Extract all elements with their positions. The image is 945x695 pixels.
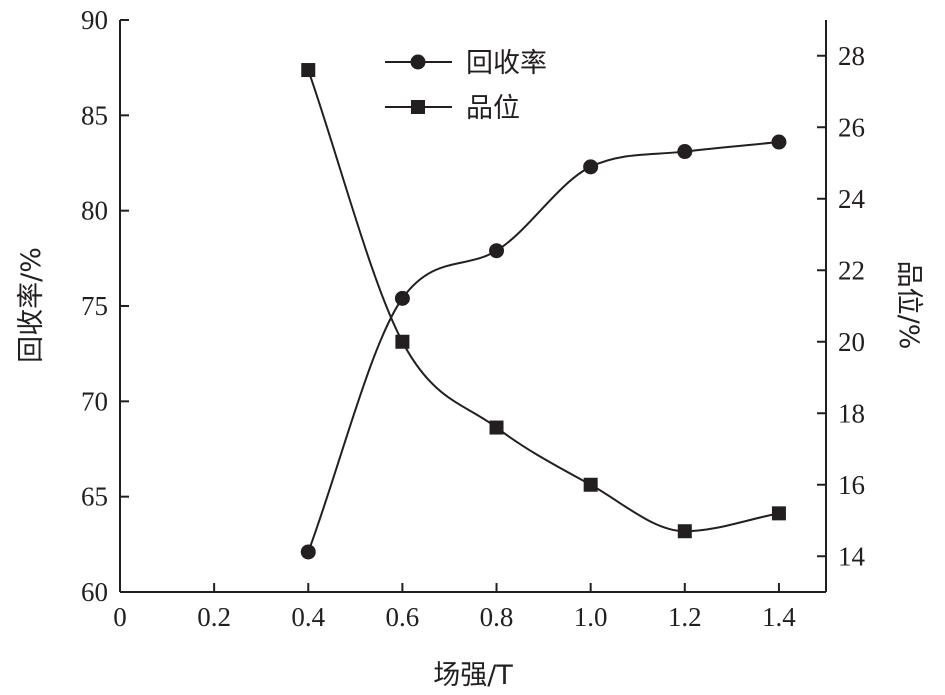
series-line [307, 69, 780, 533]
left-y-tick-label: 80 [81, 196, 108, 226]
legend-entry: 回收率 [385, 48, 547, 79]
x-tick-label: 0.6 [386, 602, 420, 632]
legend-marker [411, 100, 425, 114]
series-line [307, 141, 780, 553]
right-y-tick-label: 14 [838, 541, 866, 571]
square-marker [771, 506, 786, 521]
right-y-axis-title: 品位/% [893, 261, 924, 350]
right-y-tick-label: 24 [838, 184, 866, 214]
x-tick-label: 0.2 [197, 602, 231, 632]
x-tick-label: 0 [113, 602, 127, 632]
circle-marker [300, 544, 316, 560]
legend-label: 品位 [466, 93, 520, 124]
left-y-tick-label: 60 [81, 577, 108, 607]
right-y-tick-label: 20 [838, 327, 865, 357]
left-y-tick-label: 65 [81, 482, 108, 512]
circle-marker [677, 144, 693, 160]
square-marker [583, 477, 598, 492]
legend-entry: 品位 [385, 93, 520, 124]
left-y-tick-label: 90 [81, 5, 108, 35]
x-tick-label: 0.4 [291, 602, 325, 632]
right-y-tick-label: 28 [838, 41, 865, 71]
left-y-axis-title: 回收率/% [16, 247, 47, 363]
legend-marker [410, 54, 426, 70]
square-marker [677, 524, 692, 539]
circle-marker [583, 159, 599, 175]
square-marker [395, 334, 410, 349]
ticks: 0 0.2 0.4 0.6 0.8 1.0 1.2 1.4 60 65 70 75 80 85 90 14 16… [81, 5, 866, 632]
left-y-tick-label: 85 [81, 100, 108, 130]
legend-label: 回收率 [466, 48, 547, 79]
right-y-tick-label: 26 [838, 112, 865, 142]
circle-marker [771, 134, 787, 150]
series-1 [300, 134, 787, 560]
circle-marker [489, 243, 505, 259]
right-y-tick-label: 22 [838, 255, 865, 285]
circle-marker [394, 290, 410, 306]
x-tick-label: 1.0 [574, 602, 608, 632]
left-y-tick-label: 70 [81, 386, 108, 416]
x-tick-label: 1.4 [762, 602, 796, 632]
square-marker [489, 420, 504, 435]
series-2 [301, 63, 786, 539]
x-tick-label: 1.2 [668, 602, 702, 632]
series-layer [300, 63, 787, 560]
x-tick-label: 0.8 [480, 602, 514, 632]
right-y-tick-label: 18 [838, 398, 865, 428]
left-y-tick-label: 75 [81, 291, 108, 321]
square-marker [301, 63, 316, 78]
right-y-tick-label: 16 [838, 470, 865, 500]
x-axis-title: 场强/T [433, 660, 513, 691]
